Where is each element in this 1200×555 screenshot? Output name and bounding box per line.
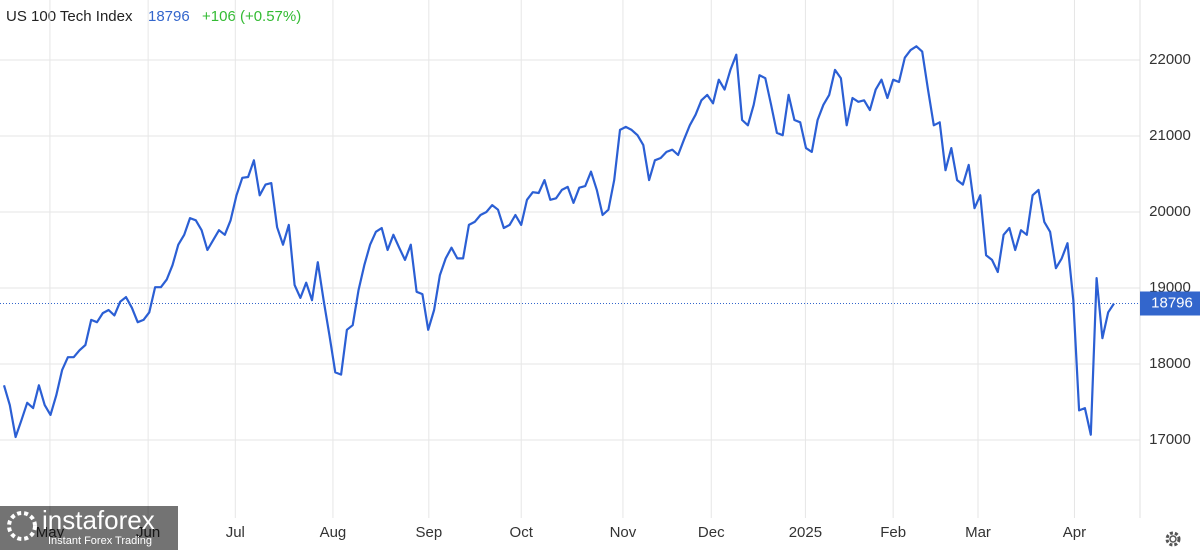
x-tick-label: 2025 [789,524,822,541]
x-tick-label: Apr [1063,524,1086,541]
x-tick-label: Nov [610,524,637,541]
price-label-box [1140,291,1200,316]
header-price: 18796 [148,8,190,25]
x-tick-label: Dec [698,524,725,541]
y-tick-label: 21000 [1149,127,1191,144]
x-tick-label: Mar [965,524,991,541]
x-tick-label: Sep [415,524,442,541]
y-tick-label: 17000 [1149,431,1191,448]
x-tick-label: Oct [510,524,534,541]
watermark-logo [7,511,37,541]
y-tick-label: 20000 [1149,203,1191,220]
x-tick-label: Feb [880,524,906,541]
price-line [2,45,1115,439]
y-tick-label: 18000 [1149,355,1191,372]
header-change: +106 (+0.57%) [202,8,301,25]
chart-title: US 100 Tech Index [6,8,133,25]
settings-icon[interactable] [1165,531,1181,547]
watermark-bg [0,506,178,550]
gear-hub[interactable] [1169,535,1177,543]
x-tick-label: Jul [226,524,245,541]
price-label: 18796 [1151,294,1193,311]
y-tick-label: 22000 [1149,51,1191,68]
watermark-brand: instaforex [42,505,155,535]
gear-teeth[interactable] [1165,531,1181,547]
watermark-tagline: Instant Forex Trading [48,535,152,547]
x-tick-label: Aug [320,524,347,541]
